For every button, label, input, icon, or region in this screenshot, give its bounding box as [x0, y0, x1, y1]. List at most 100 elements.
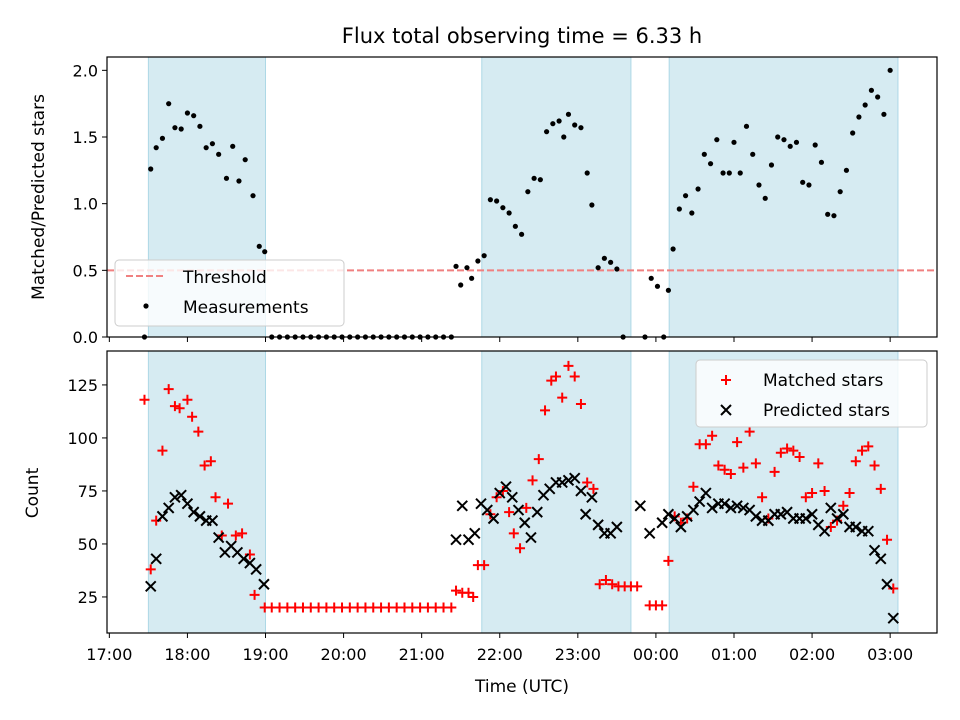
predicted-star-point: [500, 480, 512, 493]
matched-star-point: [732, 437, 743, 448]
measurement-point: [578, 125, 584, 131]
bottom-y-axis-label: Count: [23, 467, 43, 518]
predicted-star-point: [156, 510, 169, 523]
measurement-point: [868, 87, 875, 93]
measurement-point: [743, 123, 750, 129]
matched-star-point: [249, 589, 260, 600]
top-y-tick-label: 0.0: [73, 328, 98, 347]
x-tick-label: 03:00: [867, 645, 913, 664]
measurement-point: [166, 101, 172, 107]
predicted-star-point: [718, 497, 731, 510]
matched-star-point: [169, 401, 180, 412]
top-legend-box: [114, 259, 345, 327]
measurement-point: [720, 170, 726, 176]
measurement-point: [601, 255, 607, 261]
matched-star-point: [182, 394, 193, 405]
measurement-point: [608, 259, 614, 265]
measurement-point: [800, 179, 806, 185]
matched-star-point: [515, 543, 526, 554]
matched-star-point: [725, 468, 736, 479]
measurement-point: [837, 189, 843, 195]
matched-star-point: [139, 394, 150, 405]
measurement-point: [682, 193, 689, 199]
matched-star-point: [468, 591, 479, 602]
matched-star-point: [607, 579, 618, 590]
matched-star-point: [657, 600, 668, 611]
matched-star-point: [757, 492, 768, 503]
measurement-point: [537, 177, 543, 183]
bottom-observing-window: [147, 350, 267, 634]
measurement-point: [203, 145, 209, 151]
measurement-point: [209, 141, 216, 147]
predicted-star-point: [611, 521, 623, 533]
predicted-star-point: [850, 521, 862, 533]
x-tick-label: 18:00: [164, 645, 210, 664]
legend-predicted-label: Predicted stars: [763, 401, 890, 421]
measurement-point: [525, 189, 531, 195]
matched-star-point: [688, 481, 699, 492]
predicted-star-point: [512, 504, 525, 516]
predicted-star-point: [800, 512, 812, 525]
measurement-point: [519, 231, 525, 237]
measurement-point: [648, 275, 654, 281]
predicted-star-point: [868, 544, 881, 557]
measurement-point: [793, 139, 800, 145]
measurement-point: [670, 246, 676, 252]
measurement-point: [494, 198, 500, 204]
matched-star-point: [230, 530, 241, 541]
matched-star-point: [775, 447, 786, 458]
top-y-axis-label: Matched/Predicted stars: [29, 94, 49, 300]
predicted-star-point: [775, 508, 787, 520]
measurement-point: [556, 118, 562, 124]
measurement-point: [506, 210, 512, 216]
predicted-star-point: [668, 512, 681, 525]
legend-matched-label: Matched stars: [763, 371, 883, 391]
top-observing-window: [481, 56, 632, 338]
bottom-panel: 25 50 75 100 125 17:00 18:00 19:00 20:00 21:00 22:…: [67, 350, 938, 664]
predicted-star-point: [487, 512, 500, 525]
matched-star-point: [446, 602, 457, 613]
measurement-point: [561, 134, 567, 140]
measurement-point: [550, 121, 556, 127]
predicted-star-point: [700, 487, 712, 499]
x-tick-label: 00:00: [633, 645, 679, 664]
predicted-star-point: [181, 497, 194, 510]
measurement-point: [818, 159, 825, 165]
predicted-star-point: [206, 514, 219, 527]
predicted-star-point: [675, 521, 687, 533]
x-tick-label: 23:00: [555, 645, 601, 664]
matched-star-point: [594, 579, 605, 590]
measurement-point: [458, 282, 464, 288]
top-y-tick-label: 2.0: [73, 61, 98, 80]
top-y-tick-label: 1.0: [73, 195, 98, 214]
matched-star-point: [210, 492, 221, 503]
matched-star-point: [769, 466, 780, 477]
measurement-point: [469, 275, 475, 281]
predicted-star-point: [656, 517, 668, 529]
matched-star-point: [719, 464, 730, 475]
matched-star-point: [869, 460, 880, 471]
matched-star-point: [540, 405, 551, 416]
measurement-point: [262, 249, 268, 255]
matched-star-point: [838, 500, 849, 511]
x-tick-label: 22:00: [477, 645, 523, 664]
measurement-point: [572, 122, 578, 128]
matched-star-point: [807, 488, 818, 499]
measurement-point: [843, 167, 850, 173]
matched-star-point: [813, 458, 824, 469]
measurement-point: [512, 223, 518, 229]
matched-star-point: [857, 445, 868, 456]
predicted-star-point: [706, 502, 718, 514]
x-tick-label: 02:00: [789, 645, 835, 664]
predicted-star-point: [456, 500, 468, 512]
measurement-point: [726, 170, 732, 176]
measurement-point: [875, 94, 881, 100]
x-axis-label: Time (UTC): [474, 677, 569, 697]
predicted-star-point: [687, 504, 700, 516]
predicted-star-point: [818, 525, 831, 537]
matched-star-point: [600, 574, 611, 585]
bottom-y-tick-label: 100: [67, 429, 98, 448]
measurement-point: [595, 265, 601, 271]
top-observing-window: [668, 56, 899, 338]
